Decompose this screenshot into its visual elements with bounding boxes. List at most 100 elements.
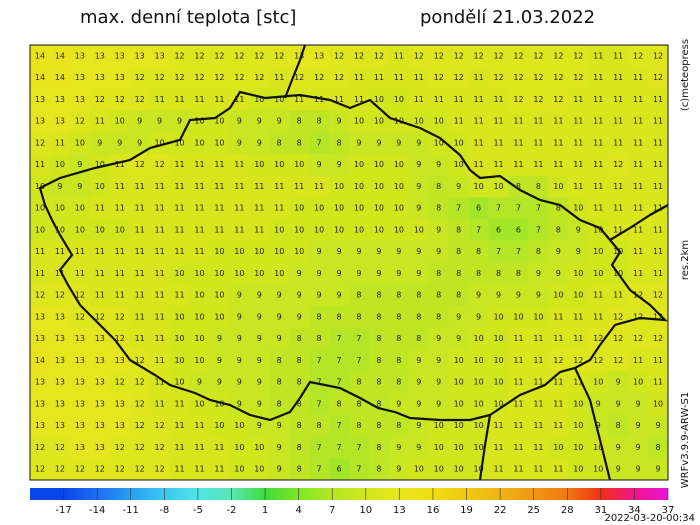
cell xyxy=(468,153,489,176)
cell-value: 10 xyxy=(254,269,264,278)
cell-value: 9 xyxy=(556,247,561,256)
cell-value: 11 xyxy=(95,269,105,278)
cell xyxy=(448,240,469,263)
cell-value: 12 xyxy=(533,51,543,60)
cell xyxy=(129,175,150,198)
cell-value: 11 xyxy=(254,225,264,234)
cell xyxy=(388,436,410,459)
cell-value: 11 xyxy=(274,73,284,82)
cell-value: 11 xyxy=(95,204,105,213)
cell xyxy=(149,306,170,329)
cell xyxy=(209,175,230,198)
cell-value: 11 xyxy=(653,138,663,147)
cell-value: 11 xyxy=(174,95,184,104)
cell xyxy=(568,284,589,307)
cell-value: 11 xyxy=(75,247,85,256)
cell-value: 11 xyxy=(155,95,165,104)
cell xyxy=(329,110,350,133)
cell-value: 10 xyxy=(573,204,583,213)
cell-value: 10 xyxy=(434,443,444,452)
cell xyxy=(89,414,111,437)
cell-value: 12 xyxy=(155,73,165,82)
cell-value: 10 xyxy=(174,312,184,321)
cell xyxy=(189,45,210,68)
cell xyxy=(149,284,170,307)
cell xyxy=(608,110,629,133)
cell-value: 13 xyxy=(95,334,105,343)
cell xyxy=(129,349,150,372)
cell xyxy=(568,66,589,89)
cell-value: 10 xyxy=(394,160,404,169)
cell xyxy=(149,414,170,437)
cell-value: 9 xyxy=(277,291,282,300)
cell-value: 8 xyxy=(436,204,441,213)
cell-value: 9 xyxy=(217,334,222,343)
cell-value: 10 xyxy=(354,182,364,191)
cell-value: 13 xyxy=(115,399,125,408)
cell-value: 9 xyxy=(257,117,262,126)
cell-value: 11 xyxy=(573,95,583,104)
cell-value: 9 xyxy=(416,356,421,365)
cell xyxy=(508,436,529,459)
cell-value: 7 xyxy=(516,247,521,256)
cell-value: 10 xyxy=(254,247,264,256)
cell xyxy=(89,393,111,416)
cell xyxy=(468,175,489,198)
cell-value: 12 xyxy=(474,51,484,60)
cell xyxy=(368,219,390,242)
cell-value: 12 xyxy=(234,73,244,82)
cell xyxy=(548,219,569,242)
cell-value: 9 xyxy=(416,182,421,191)
cell-value: 11 xyxy=(274,204,284,213)
cell-value: 8 xyxy=(317,117,322,126)
cell xyxy=(329,175,350,198)
cell-value: 7 xyxy=(496,247,501,256)
cell-value: 12 xyxy=(653,51,663,60)
cell-value: 9 xyxy=(416,421,421,430)
cell xyxy=(428,240,449,263)
cell-value: 10 xyxy=(493,182,503,191)
cell-value: 10 xyxy=(613,247,623,256)
cell xyxy=(648,66,669,89)
cell xyxy=(69,327,91,350)
cell xyxy=(388,327,410,350)
cell-value: 9 xyxy=(436,225,441,234)
cell xyxy=(548,458,569,481)
cell xyxy=(468,45,489,68)
colorbar-tick-label: 1 xyxy=(262,505,268,516)
cell-value: 11 xyxy=(633,73,643,82)
region-border xyxy=(283,44,307,99)
cell-value: 13 xyxy=(135,51,145,60)
cell-value: 10 xyxy=(374,117,384,126)
cell-value: 9 xyxy=(157,117,162,126)
cell xyxy=(129,153,150,176)
cell xyxy=(309,240,330,263)
cell-value: 9 xyxy=(536,269,541,278)
cell xyxy=(349,414,370,437)
cell-value: 7 xyxy=(476,225,481,234)
cell-value: 12 xyxy=(55,443,65,452)
cell-value: 11 xyxy=(533,160,543,169)
cell-value: 11 xyxy=(414,73,424,82)
cell xyxy=(69,175,91,198)
cell xyxy=(249,327,270,350)
colorbar-tick-label: 28 xyxy=(561,505,574,516)
cell xyxy=(448,371,469,394)
cell xyxy=(628,132,649,155)
cell xyxy=(648,110,669,133)
cell-value: 12 xyxy=(513,95,523,104)
cell xyxy=(628,45,649,68)
cell-value: 13 xyxy=(95,51,105,60)
cell-value: 11 xyxy=(55,138,65,147)
cell-value: 9 xyxy=(77,182,82,191)
cell-value: 8 xyxy=(536,247,541,256)
cell-value: 14 xyxy=(35,51,45,60)
cell xyxy=(448,66,469,89)
cell-value: 10 xyxy=(214,269,224,278)
cell xyxy=(568,349,589,372)
cell-value: 7 xyxy=(356,356,361,365)
cell-value: 10 xyxy=(474,399,484,408)
cell xyxy=(169,458,190,481)
cell xyxy=(69,393,91,416)
cell-value: 8 xyxy=(516,182,521,191)
